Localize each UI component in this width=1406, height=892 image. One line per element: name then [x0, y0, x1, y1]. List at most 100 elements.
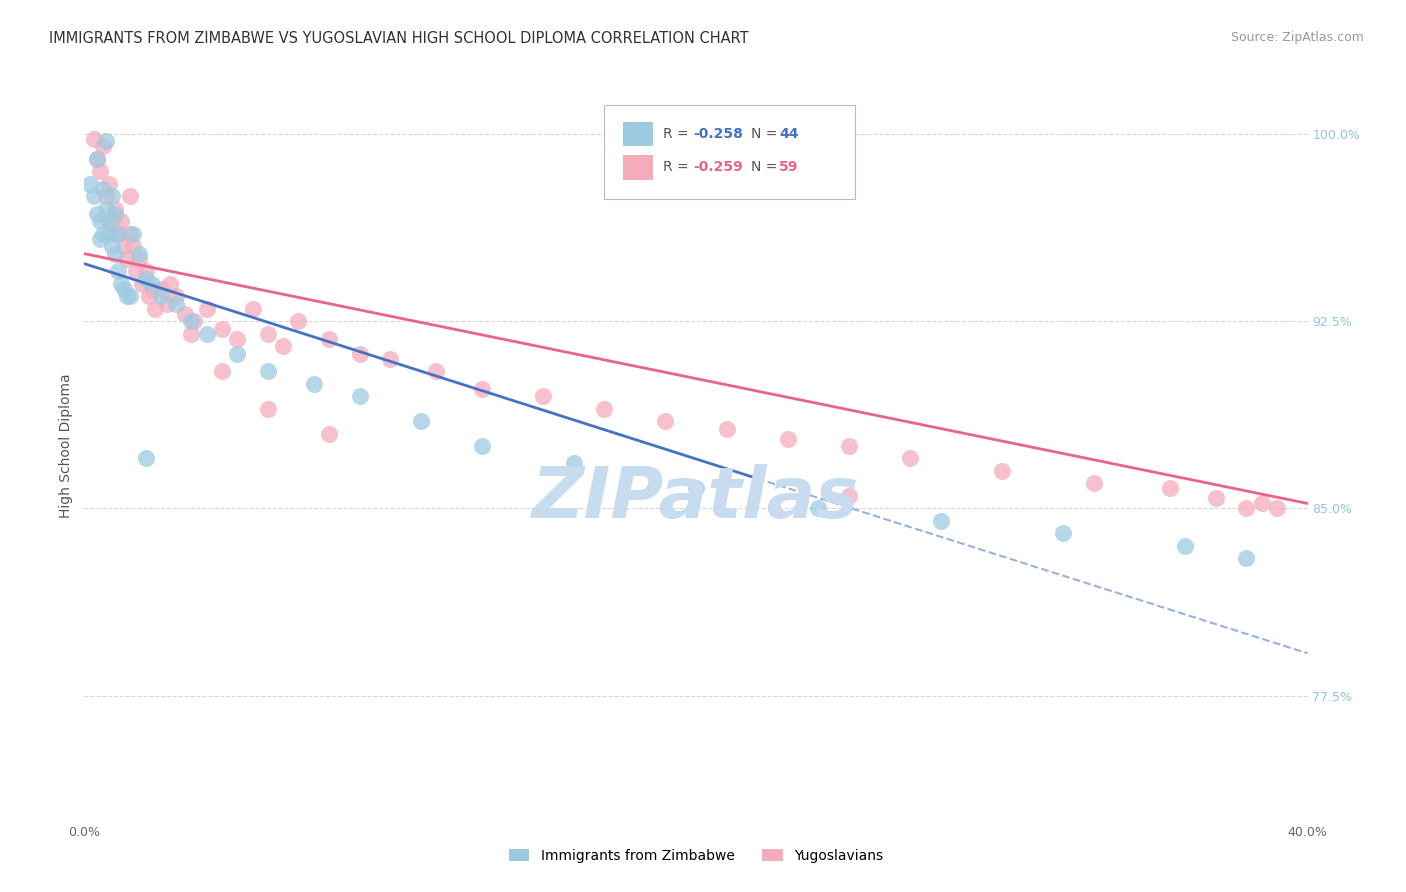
Point — [128, 252, 150, 266]
Point — [94, 189, 117, 203]
Point — [143, 301, 166, 316]
Point — [471, 439, 494, 453]
Point — [79, 177, 101, 191]
Point — [838, 489, 860, 503]
Point — [135, 271, 157, 285]
Point — [97, 227, 120, 241]
Text: IMMIGRANTS FROM ZIMBABWE VS YUGOSLAVIAN HIGH SCHOOL DIPLOMA CORRELATION CHART: IMMIGRANTS FROM ZIMBABWE VS YUGOSLAVIAN … — [49, 31, 749, 46]
Point — [94, 134, 117, 148]
Point — [115, 289, 138, 303]
Point — [141, 282, 163, 296]
Point — [807, 501, 830, 516]
Text: 59: 59 — [779, 161, 799, 174]
Text: ZIPatlas: ZIPatlas — [533, 464, 859, 533]
Point — [112, 282, 135, 296]
Point — [991, 464, 1014, 478]
Point — [1265, 501, 1288, 516]
Point — [156, 296, 179, 310]
Point — [257, 326, 280, 341]
Point — [165, 296, 187, 310]
Point — [91, 227, 114, 241]
Bar — [623, 121, 654, 146]
Point — [165, 289, 187, 303]
Point — [1205, 491, 1227, 506]
Point — [211, 364, 233, 378]
Y-axis label: High School Diploma: High School Diploma — [59, 374, 73, 518]
Point — [318, 426, 340, 441]
Point — [128, 246, 150, 260]
Text: N =: N = — [751, 161, 782, 174]
Point — [94, 202, 117, 216]
Point — [257, 401, 280, 416]
Point — [593, 401, 616, 416]
Point — [112, 239, 135, 253]
Point — [409, 414, 432, 428]
Point — [97, 214, 120, 228]
Point — [91, 182, 114, 196]
Point — [257, 364, 280, 378]
Point — [120, 227, 142, 241]
Point — [104, 207, 127, 221]
Point — [86, 152, 108, 166]
Text: -0.259: -0.259 — [693, 161, 744, 174]
Point — [135, 451, 157, 466]
Point — [107, 227, 129, 241]
Text: R =: R = — [664, 161, 693, 174]
Point — [131, 277, 153, 291]
Point — [120, 189, 142, 203]
Point — [91, 139, 114, 153]
Point — [716, 421, 738, 435]
Point — [89, 164, 111, 178]
Point — [83, 132, 105, 146]
Text: Source: ZipAtlas.com: Source: ZipAtlas.com — [1230, 31, 1364, 45]
Point — [1052, 526, 1074, 541]
Point — [471, 382, 494, 396]
Point — [101, 239, 124, 253]
Point — [195, 301, 218, 316]
Point — [349, 389, 371, 403]
Point — [1236, 551, 1258, 566]
Point — [174, 307, 197, 321]
Point — [97, 177, 120, 191]
Point — [122, 239, 145, 253]
Point — [107, 227, 129, 241]
Point — [141, 277, 163, 291]
Point — [101, 189, 124, 203]
Point — [531, 389, 554, 403]
Point — [125, 264, 148, 278]
Point — [135, 264, 157, 278]
Point — [271, 339, 294, 353]
Point — [211, 321, 233, 335]
Point — [318, 332, 340, 346]
Point — [838, 439, 860, 453]
Point — [349, 346, 371, 360]
Point — [226, 332, 249, 346]
Text: N =: N = — [751, 127, 782, 141]
Point — [1174, 539, 1197, 553]
Point — [89, 214, 111, 228]
Point — [110, 277, 132, 291]
Text: 44: 44 — [779, 127, 799, 141]
Point — [898, 451, 921, 466]
Point — [183, 314, 205, 328]
Point — [1250, 496, 1272, 510]
Point — [86, 207, 108, 221]
Point — [562, 457, 585, 471]
Point — [195, 326, 218, 341]
Point — [302, 376, 325, 391]
Point — [1159, 482, 1181, 496]
Point — [83, 189, 105, 203]
Point — [107, 264, 129, 278]
Point — [654, 414, 676, 428]
Point — [138, 289, 160, 303]
Point — [101, 214, 124, 228]
Point — [149, 289, 172, 303]
Point — [1083, 476, 1105, 491]
Point — [89, 232, 111, 246]
Legend: Immigrants from Zimbabwe, Yugoslavians: Immigrants from Zimbabwe, Yugoslavians — [502, 842, 890, 870]
Point — [929, 514, 952, 528]
Point — [1236, 501, 1258, 516]
Point — [149, 282, 172, 296]
Point — [180, 326, 202, 341]
FancyBboxPatch shape — [605, 105, 855, 199]
